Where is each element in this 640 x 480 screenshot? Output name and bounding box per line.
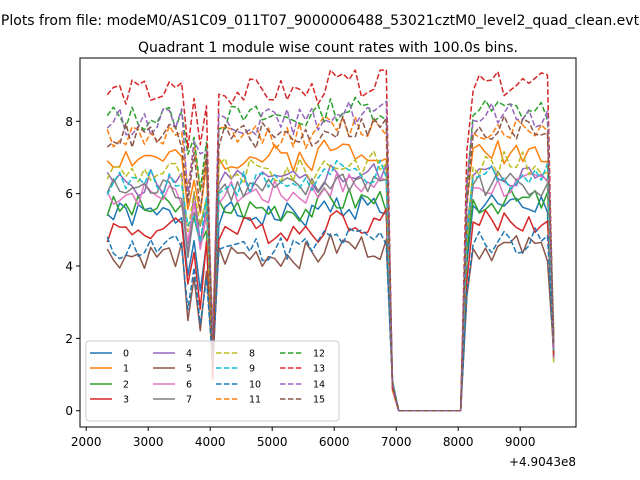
chart-title: Quadrant 1 module wise count rates with …: [138, 40, 518, 56]
y-tick-label: 4: [65, 260, 73, 274]
y-tick-label: 0: [65, 404, 73, 418]
legend-label: 1: [123, 364, 129, 375]
legend-label: 5: [186, 364, 192, 375]
y-tick-label: 6: [65, 187, 73, 201]
series-line-5: [106, 233, 555, 412]
series-line-4: [106, 163, 555, 412]
legend-label: 9: [249, 364, 255, 375]
x-tick-label: 4000: [195, 435, 226, 449]
series-line-10: [106, 227, 555, 412]
x-tick-label: 9000: [505, 435, 536, 449]
legend-label: 10: [249, 380, 261, 391]
y-tick-label: 2: [65, 332, 73, 346]
series-line-14: [106, 100, 555, 412]
figure-suptitle: Plots from file: modeM0/AS1C09_011T07_90…: [1, 13, 640, 29]
series-line-15: [106, 115, 555, 412]
series-line-7: [106, 170, 555, 412]
legend-label: 13: [313, 364, 325, 375]
x-tick-label: 7000: [381, 435, 412, 449]
x-tick-label: 8000: [443, 435, 474, 449]
legend-label: 7: [186, 395, 192, 406]
plot-frame: [79, 57, 577, 428]
series-line-9: [106, 159, 555, 412]
legend-label: 14: [313, 380, 325, 391]
series-line-11: [106, 115, 555, 412]
legend-label: 2: [123, 380, 129, 391]
legend-label: 12: [313, 349, 325, 360]
legend-label: 8: [249, 349, 255, 360]
legend-label: 4: [186, 349, 192, 360]
x-tick-label: 3000: [133, 435, 164, 449]
series-line-8: [106, 150, 555, 412]
legend-label: 6: [186, 380, 192, 391]
series-line-3: [106, 208, 555, 412]
y-tick-label: 8: [65, 115, 73, 129]
x-tick-label: 5000: [257, 435, 288, 449]
legend-label: 3: [123, 395, 129, 406]
x-tick-label: 6000: [319, 435, 350, 449]
legend-label: 0: [123, 349, 129, 360]
x-axis-ticks: 2000 3000 4000 5000 6000 7000 8000 9000: [71, 427, 536, 449]
legend-frame: [85, 340, 340, 422]
series-line-1: [106, 139, 555, 412]
legend-label: 11: [249, 395, 261, 406]
legend-label: 15: [313, 395, 325, 406]
plot-lines: [106, 69, 555, 412]
y-axis-ticks: 0 2 4 6 8: [65, 115, 80, 418]
x-offset-label: +4.9043e8: [509, 455, 576, 469]
x-tick-label: 2000: [71, 435, 102, 449]
